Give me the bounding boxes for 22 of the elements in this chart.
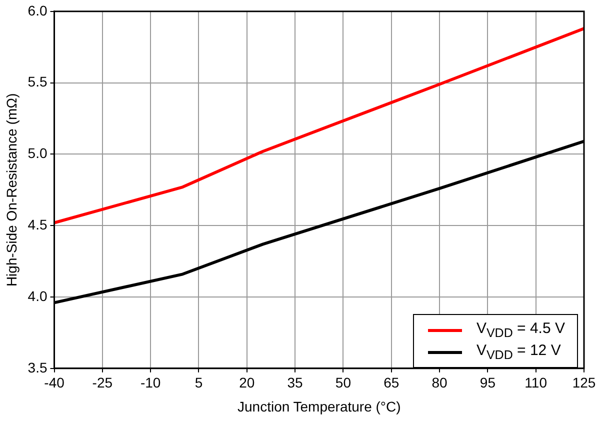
x-tick-label: 110	[524, 374, 548, 391]
y-tick-label: 3.5	[28, 359, 48, 376]
y-tick-label: 4.0	[28, 288, 48, 304]
y-tick-label: 5.0	[28, 145, 48, 162]
y-tick-label: 6.0	[28, 2, 48, 18]
x-tick-label: 125	[572, 374, 596, 391]
x-axis-title: Junction Temperature (°C)	[237, 398, 401, 414]
legend-label: V$_{VDD}$ = 4.5 V	[476, 320, 565, 340]
y-tick-label: 5.5	[28, 74, 48, 90]
x-tick-label: 35	[287, 374, 304, 391]
y-axis-title: High-Side On-Resistance (mΩ)	[3, 93, 20, 287]
x-tick-label: 20	[239, 374, 255, 391]
legend-label: V$_{VDD}$ = 12 V	[476, 342, 561, 362]
x-tick-label: 5	[194, 374, 203, 391]
x-tick-label: 65	[384, 374, 400, 391]
x-tick-label: -25	[92, 374, 113, 391]
x-tick-label: 50	[335, 374, 352, 391]
y-tick-label: 4.5	[28, 216, 48, 232]
x-tick-label: 95	[480, 374, 496, 391]
x-tick-label: 80	[432, 374, 448, 391]
x-tick-label: -10	[140, 374, 161, 391]
x-tick-label: -40	[44, 374, 65, 391]
